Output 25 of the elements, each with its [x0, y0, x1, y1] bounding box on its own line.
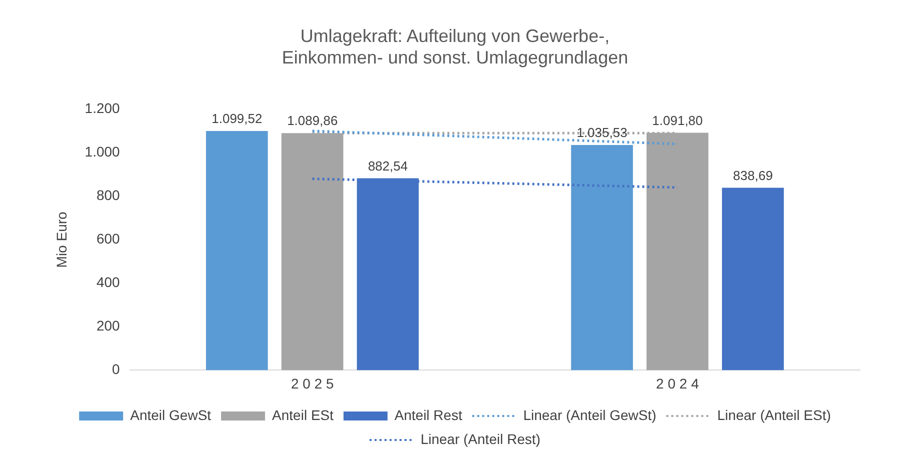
y-tick-label: 600	[96, 230, 120, 247]
legend-label: Anteil GewSt	[130, 406, 212, 423]
bar	[722, 188, 784, 370]
data-label: 1.099,52	[212, 111, 262, 126]
legend-label: Anteil Rest	[394, 406, 462, 423]
legend-label: Linear (Anteil GewSt)	[523, 406, 656, 423]
legend-label: Linear (Anteil ESt)	[717, 406, 831, 423]
chart-title: Umlagekraft: Aufteilung von Gewerbe-, Einkommen- und sonst. Umlagegrundlagen	[282, 26, 628, 68]
x-tick-label: 2 0 2 5	[290, 375, 334, 392]
legend-label: Anteil ESt	[272, 406, 334, 423]
y-tick-label: 800	[96, 187, 120, 204]
y-tick-label: 400	[96, 274, 120, 290]
y-tick-label: 0	[112, 361, 120, 378]
data-label: 1.089,86	[287, 113, 338, 128]
y-tick-label: 1.200	[84, 100, 120, 116]
bar	[206, 131, 268, 370]
x-tick-label: 2 0 2 4	[656, 375, 700, 392]
y-axis-title: Mio Euro	[53, 211, 70, 268]
data-label: 882,54	[368, 158, 408, 174]
data-label: 838,69	[733, 168, 773, 183]
data-label: 1.091,80	[652, 112, 703, 128]
data-label: 1.035,53	[576, 125, 628, 140]
y-tick-label: 1.000	[84, 144, 120, 160]
legend-label: Linear (Anteil Rest)	[420, 430, 540, 447]
y-tick-label: 200	[96, 318, 120, 334]
